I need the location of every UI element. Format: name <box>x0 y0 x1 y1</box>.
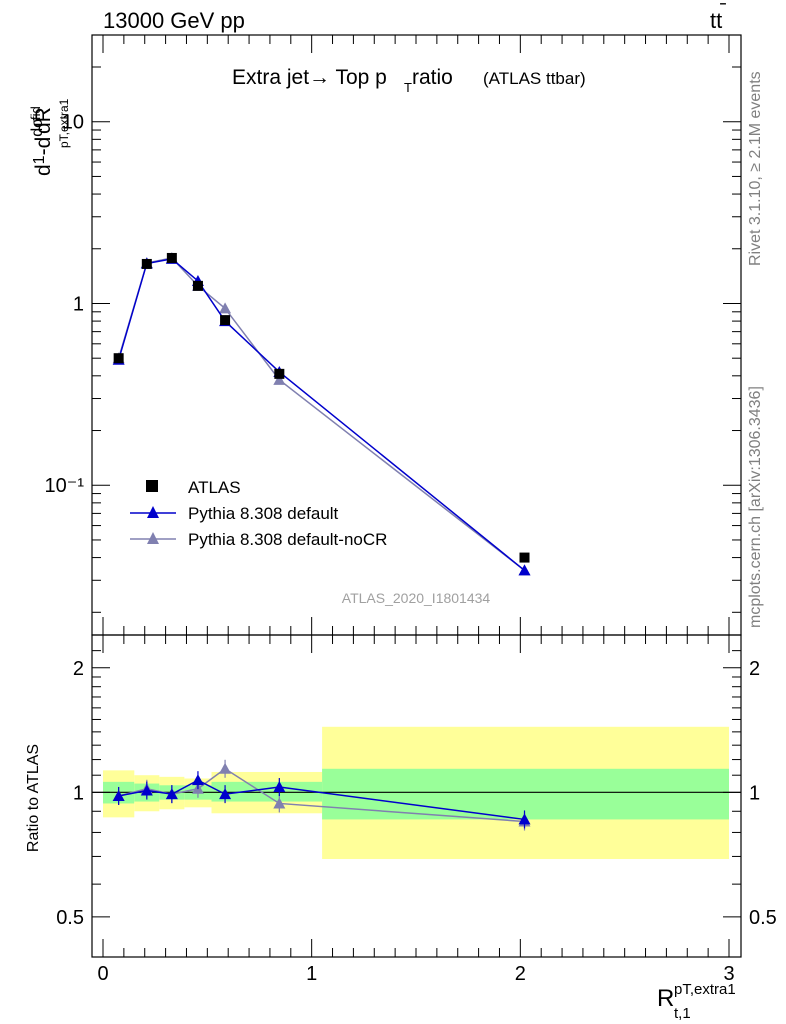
title-sub: T <box>404 80 412 95</box>
series-line-nocr <box>117 257 525 571</box>
data-marker-atlas <box>274 368 285 379</box>
title-main: Extra jet→ Top p <box>232 66 387 89</box>
y-axis-label-text: d1-ddσ <box>29 118 55 176</box>
y-axis-label-sup: fid <box>28 106 43 120</box>
x-axis-label-main: R <box>657 985 674 1012</box>
ratio-y-tick-label-right: 0.5 <box>749 907 777 929</box>
series-marker-default <box>518 564 531 576</box>
ratio-panel: 0.5 0.5 1 1 2 2 0 1 2 3 <box>56 634 777 985</box>
x-tick-label: 2 <box>515 963 526 985</box>
legend-label-default: Pythia 8.308 default <box>188 504 339 523</box>
main-y-tick-label: 1 <box>73 293 84 315</box>
ratio-y-tick-label-right: 1 <box>749 782 760 804</box>
ratio-y-tick-label-left: 0.5 <box>56 907 84 929</box>
legend-marker-atlas <box>146 480 158 492</box>
data-marker-atlas <box>220 315 231 326</box>
ratio-y-axis-label: Ratio to ATLAS <box>25 744 42 852</box>
data-marker-atlas <box>519 552 530 563</box>
energy-label: 13000 GeV pp <box>103 8 245 33</box>
data-marker-atlas <box>113 353 124 364</box>
main-y-tick-label: 10⁻¹ <box>45 475 85 497</box>
x-tick-label: 1 <box>306 963 317 985</box>
x-axis-label-sub: t,1 <box>674 1005 691 1022</box>
data-marker-atlas <box>166 252 177 263</box>
legend-label-nocr: Pythia 8.308 default-noCR <box>188 530 387 549</box>
ratio-y-tick-label-left: 2 <box>73 658 84 680</box>
mcplots-label: mcplots.cern.ch [arXiv:1306.3436] <box>747 386 764 628</box>
ratio-marker-default <box>273 781 286 793</box>
ratio-marker-default <box>140 784 153 796</box>
legend-label-atlas: ATLAS <box>188 478 241 497</box>
ratio-marker-default <box>518 813 531 825</box>
y-axis-label-dr: dR <box>32 107 55 134</box>
ratio-band-inner <box>211 781 323 802</box>
ratio-y-tick-label-left: 1 <box>73 782 84 804</box>
legend-marker-nocr <box>147 532 159 544</box>
data-marker-atlas <box>192 280 203 291</box>
ratio-y-tick-label-right: 2 <box>749 658 760 680</box>
analysis-watermark: ATLAS_2020_I1801434 <box>342 590 491 606</box>
process-bar: ̄ <box>720 2 726 5</box>
series-marker-nocr <box>219 302 232 314</box>
main-y-axis-label: d1-ddσ fid dR pT,extra1 <box>28 98 71 176</box>
chart-title: Extra jet→ Top p T ratio (ATLAS ttbar) <box>232 66 586 95</box>
ratio-marker-default <box>191 774 204 786</box>
data-marker-atlas <box>141 258 152 269</box>
y-axis-label-sub: pT,extra1 <box>57 98 71 148</box>
legend: ATLAS Pythia 8.308 default Pythia 8.308 … <box>130 478 387 549</box>
ratio-marker-default <box>219 788 232 800</box>
x-tick-label: 3 <box>723 963 734 985</box>
main-panel: 10⁻¹ 1 10 <box>45 34 742 636</box>
ratio-marker-nocr <box>219 762 232 774</box>
ratio-marker-nocr <box>273 797 286 809</box>
ratio-marker-default <box>112 789 125 801</box>
main-y-tick-label: 10 <box>62 112 84 134</box>
rivet-label: Rivet 3.1.10, ≥ 2.1M events <box>747 71 764 266</box>
title-small: (ATLAS ttbar) <box>483 69 586 88</box>
x-axis-label: R pT,extra1 t,1 <box>657 981 736 1022</box>
series-marker-nocr <box>273 373 286 385</box>
process-label: tt <box>710 8 722 33</box>
x-tick-label: 0 <box>97 963 108 985</box>
ratio-marker-default <box>165 788 178 800</box>
legend-marker-default <box>147 506 159 518</box>
title-rest: ratio <box>412 66 453 89</box>
x-axis-label-sup: pT,extra1 <box>674 981 736 998</box>
